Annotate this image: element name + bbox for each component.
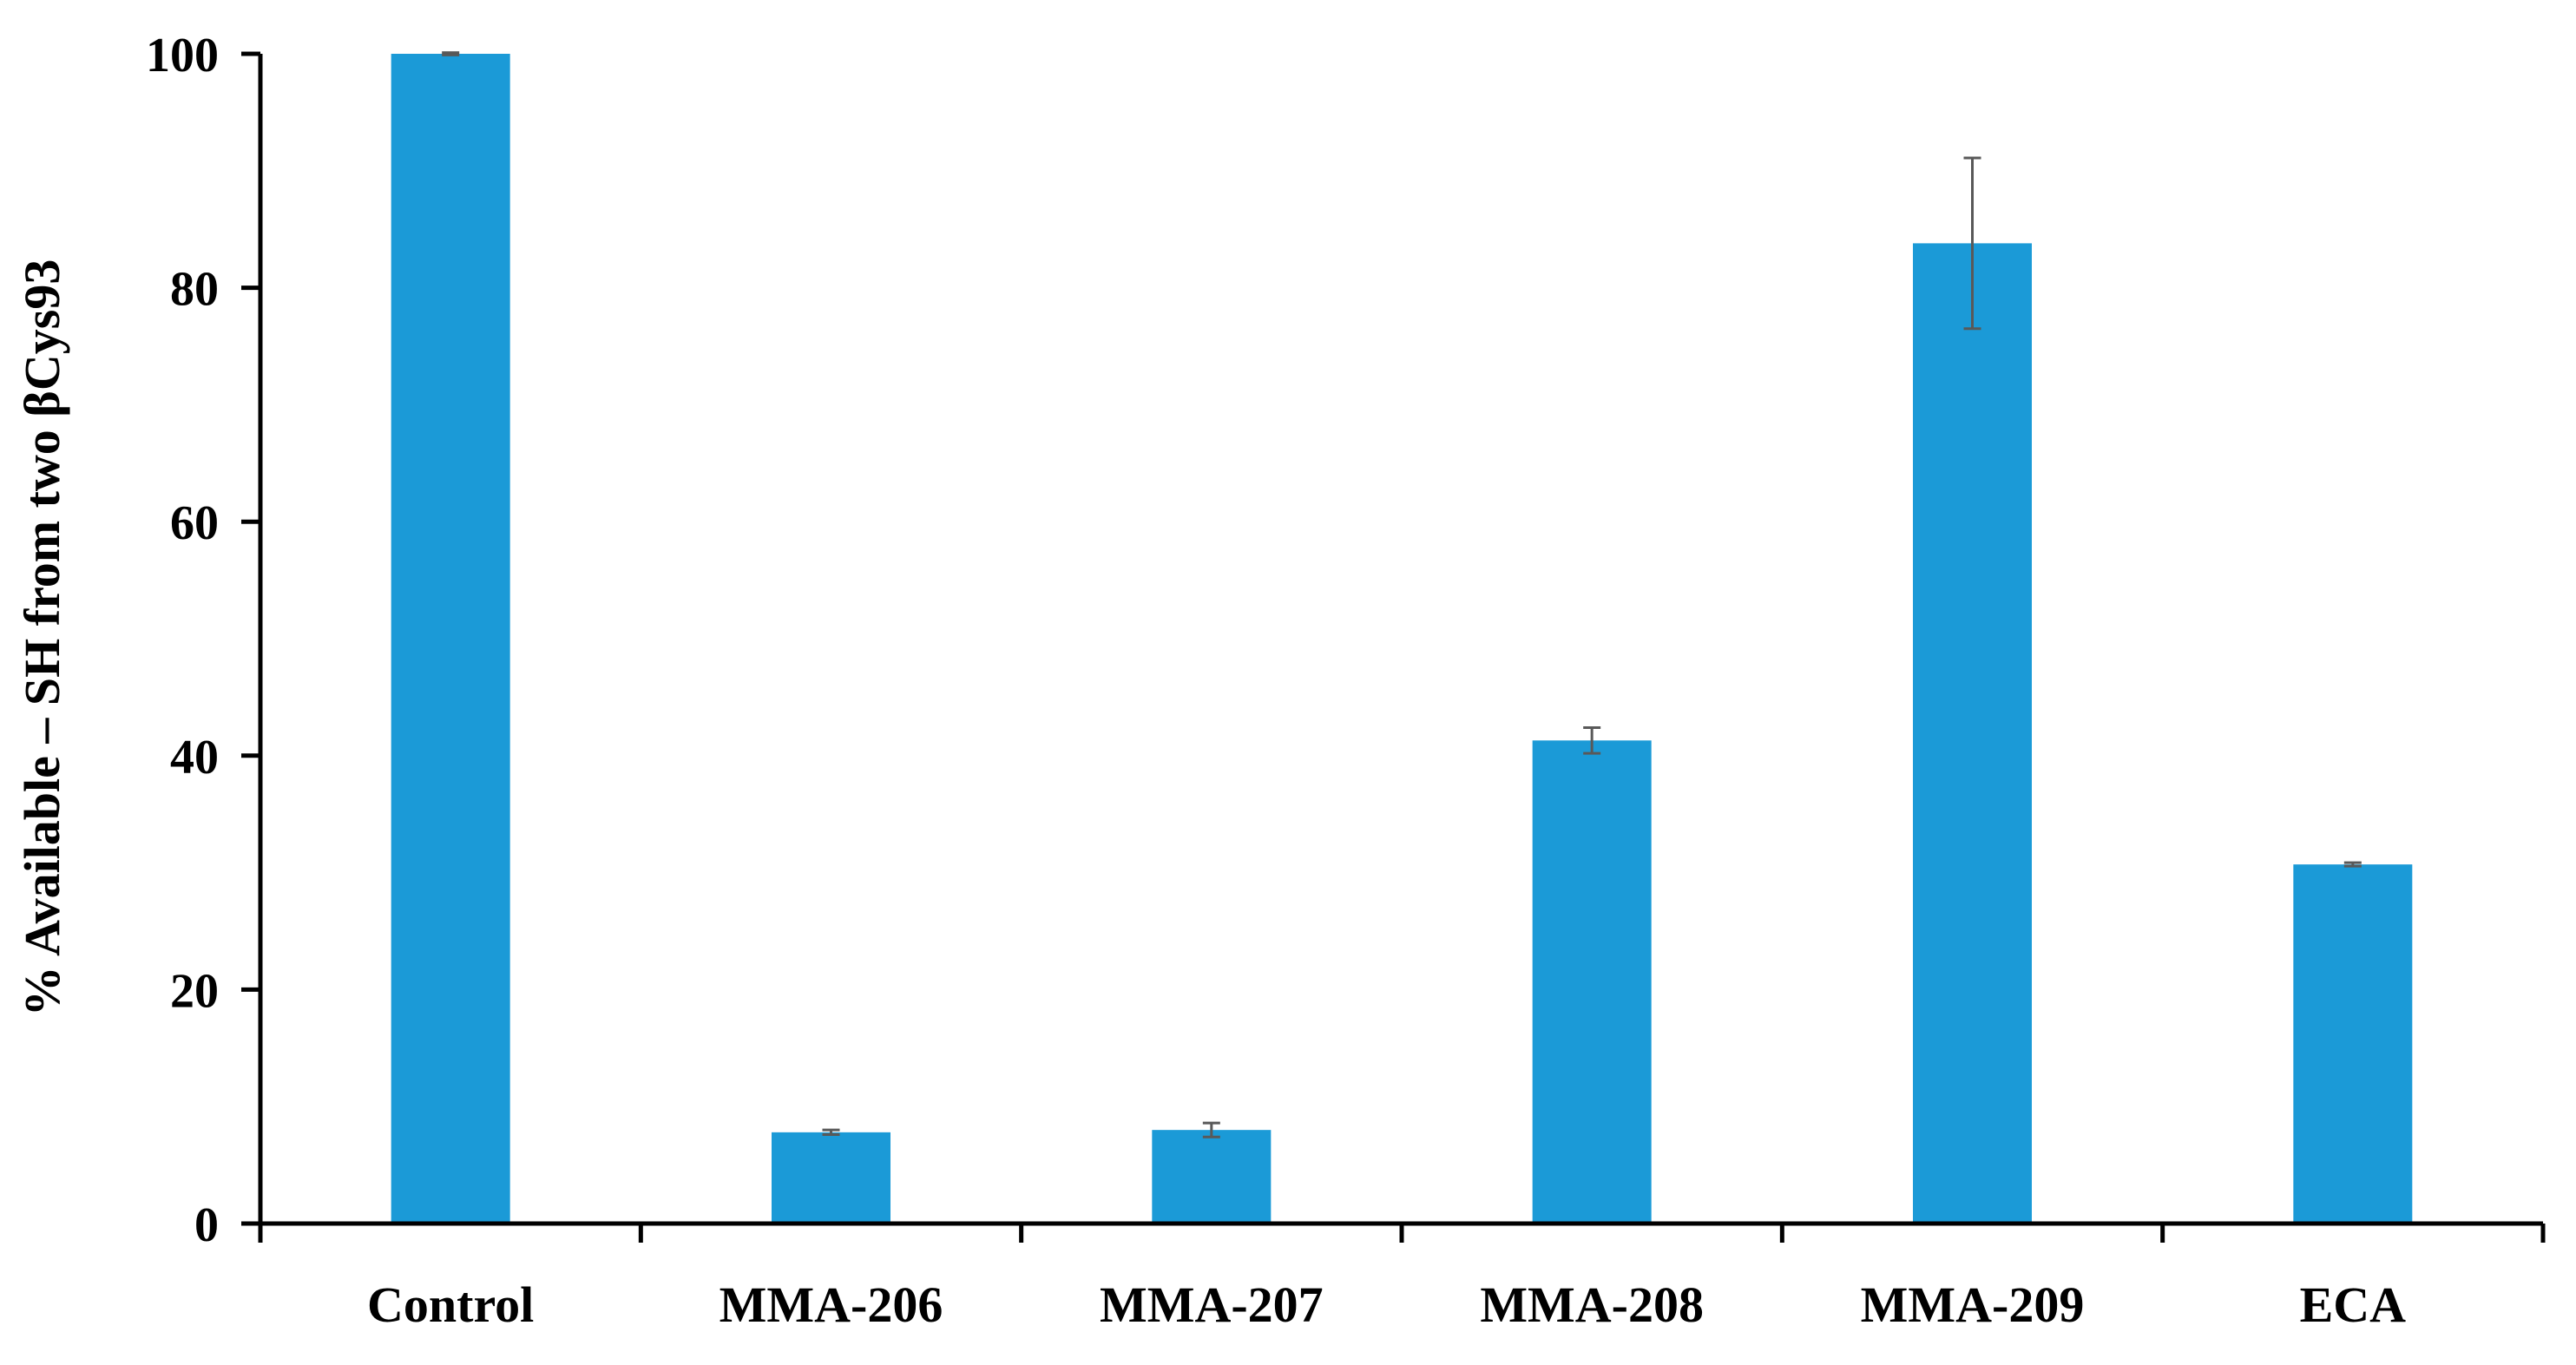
error-bars-layer — [442, 51, 2362, 1139]
error-bar-eca — [2343, 861, 2362, 868]
bar-mma-207 — [1152, 1130, 1272, 1224]
y-tick-label-40: 40 — [170, 731, 219, 784]
y-tick-label-100: 100 — [146, 29, 219, 82]
bar-mma-208 — [1532, 740, 1652, 1224]
error-bar-mma-206 — [822, 1128, 840, 1137]
bar-control — [391, 54, 510, 1224]
axes-layer — [241, 51, 2546, 1243]
error-bar-mma-209 — [1963, 156, 1981, 331]
x-tick-label-eca: ECA — [2300, 1276, 2407, 1333]
x-tick-label-mma-209: MMA-209 — [1861, 1276, 2085, 1333]
x-tick-label-control: Control — [367, 1276, 534, 1333]
y-tick-label-20: 20 — [170, 964, 219, 1018]
bar-mma-209 — [1913, 243, 2032, 1224]
tick-labels-layer: Control MMA-206 MMA-207 MMA-208 MMA-209 ECA 0 2… — [146, 29, 2406, 1333]
bar-eca — [2293, 864, 2413, 1224]
y-tick-label-80: 80 — [170, 263, 219, 317]
error-bar-mma-208 — [1583, 725, 1601, 755]
x-tick-label-mma-208: MMA-208 — [1480, 1276, 1704, 1333]
y-tick-label-0: 0 — [194, 1198, 219, 1252]
y-tick-label-60: 60 — [170, 496, 219, 550]
bars-layer — [391, 54, 2413, 1224]
error-bar-mma-207 — [1202, 1121, 1220, 1139]
bar-mma-206 — [772, 1132, 890, 1224]
y-axis-title: % Available – SH from two βCys93 — [14, 259, 70, 1017]
x-tick-label-mma-206: MMA-206 — [720, 1276, 943, 1333]
error-bar-control — [442, 51, 460, 56]
x-tick-label-mma-207: MMA-207 — [1100, 1276, 1324, 1333]
